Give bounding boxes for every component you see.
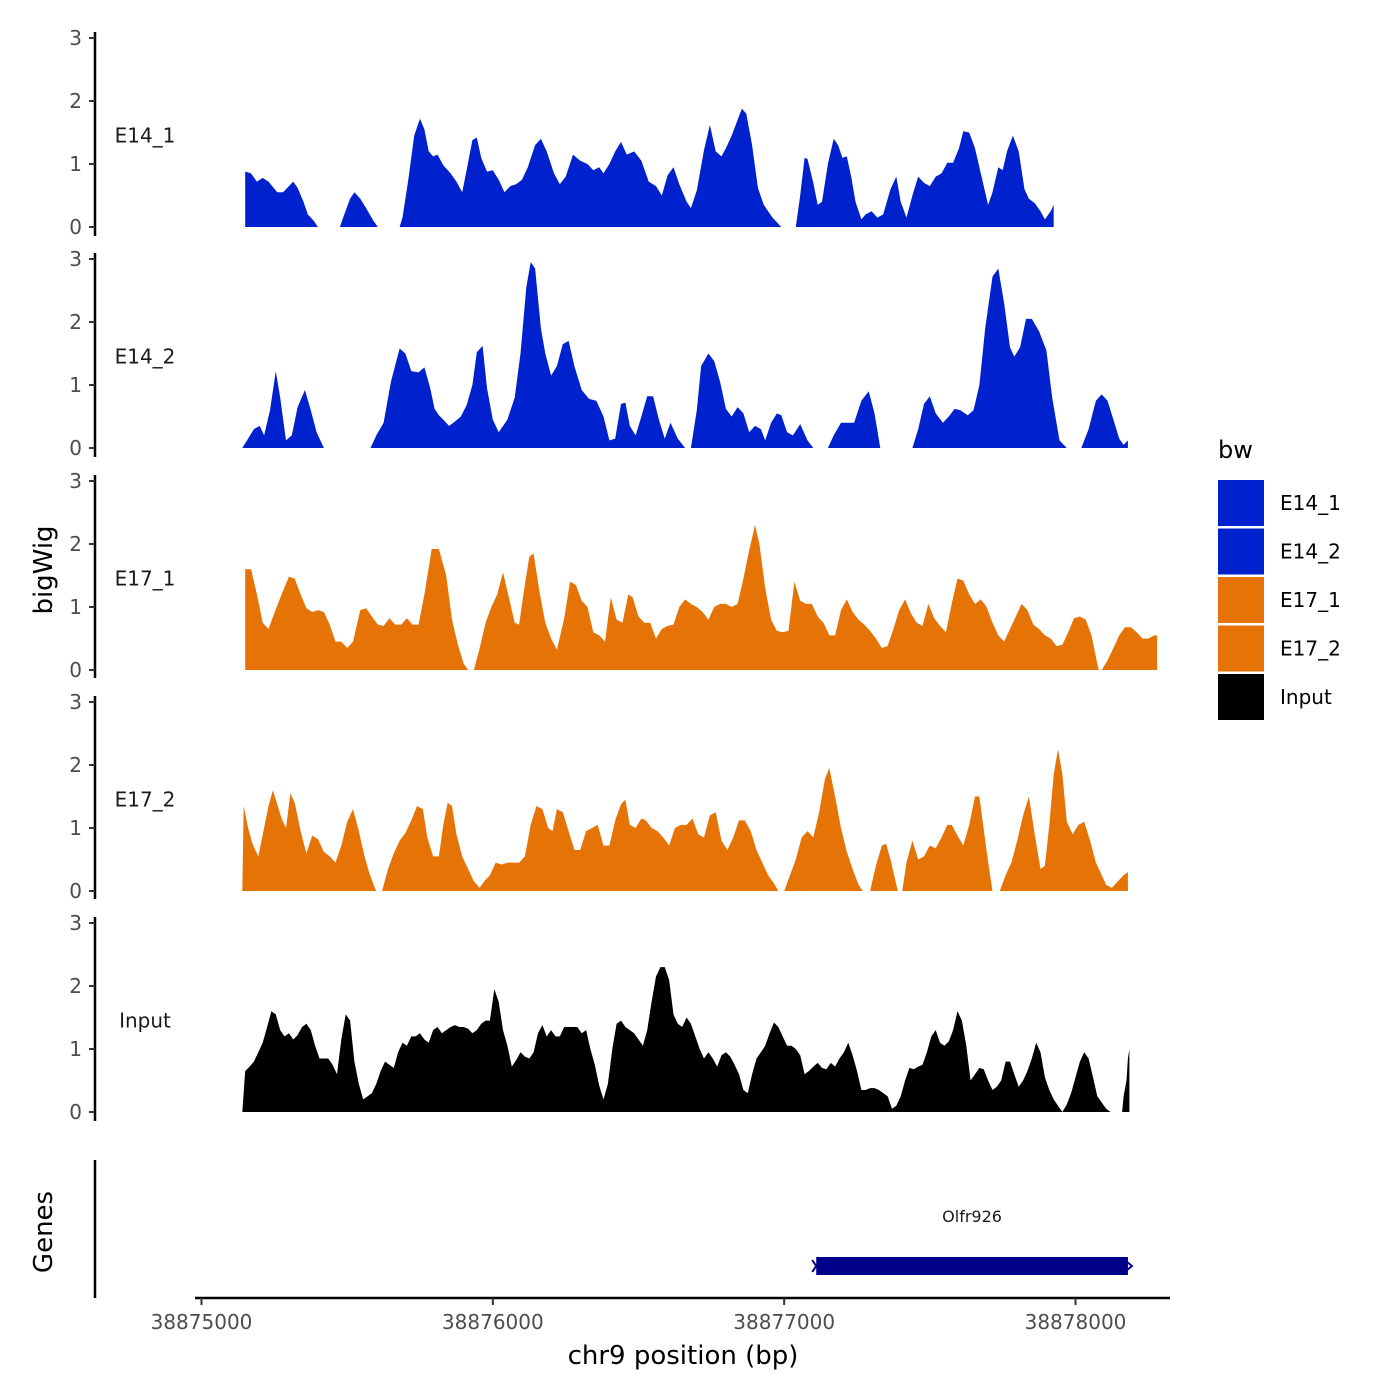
x-tick-label: 38875000 — [151, 1310, 253, 1334]
gene-panel: Olfr926 — [93, 1160, 1134, 1298]
legend-item: E17_2 — [1218, 625, 1341, 672]
coverage-area — [795, 131, 1054, 227]
x-tick-label: 38876000 — [442, 1310, 544, 1334]
y-tick-label: 1 — [69, 373, 82, 397]
legend-item: E14_1 — [1218, 480, 1341, 526]
coverage-area — [242, 790, 377, 891]
legend-label: E17_2 — [1280, 637, 1341, 661]
track-e17-1: 0 1 2 3 E17_1 — [69, 469, 1158, 682]
y-tick-label: 2 — [69, 532, 82, 556]
coverage-area — [399, 108, 782, 227]
gene-body — [816, 1257, 1128, 1275]
track-label: E17_2 — [115, 788, 176, 812]
track-label: E14_2 — [115, 345, 176, 369]
y-tick-label: 3 — [69, 690, 82, 714]
coverage-area — [339, 192, 378, 227]
coverage-area — [999, 749, 1128, 891]
legend: bw E14_1 E14_2 E17_1 E17_2 Input — [1218, 436, 1341, 720]
gene-olfr926: Olfr926 — [811, 1207, 1134, 1275]
y-tick-label: 2 — [69, 310, 82, 334]
track-e14-2: 0 1 2 3 E14_2 — [69, 247, 1128, 460]
track-input: 0 1 2 3 Input — [69, 911, 1130, 1124]
y-tick-label: 1 — [69, 152, 82, 176]
y-tick-label: 0 — [69, 436, 82, 460]
legend-label: Input — [1280, 685, 1332, 709]
x-tick-label: 38878000 — [1025, 1310, 1127, 1334]
y-tick-label: 1 — [69, 816, 82, 840]
legend-swatch — [1218, 480, 1264, 526]
track-label: Input — [119, 1009, 171, 1033]
coverage-area — [382, 799, 779, 891]
coverage-area — [1122, 1049, 1130, 1112]
coverage-area — [473, 525, 1099, 670]
y-tick-label: 0 — [69, 215, 82, 239]
y-tick-label: 2 — [69, 974, 82, 998]
track-label: E17_1 — [115, 567, 176, 591]
y-tick-label: 0 — [69, 879, 82, 903]
y-tick-label: 3 — [69, 469, 82, 493]
coverage-area — [1081, 394, 1128, 448]
coverage-area — [242, 967, 1111, 1112]
coverage-area — [870, 843, 898, 891]
y-tick-label: 0 — [69, 658, 82, 682]
y-tick-label: 3 — [69, 247, 82, 271]
y-tick-label: 3 — [69, 26, 82, 50]
x-axis-title: chr9 position (bp) — [568, 1341, 799, 1371]
coverage-area — [370, 262, 686, 448]
coverage-area — [784, 768, 863, 891]
coverage-area — [827, 391, 881, 448]
coverage-area — [902, 796, 993, 891]
y-tick-label: 3 — [69, 911, 82, 935]
x-tick-label: 38877000 — [733, 1310, 835, 1334]
y-tick-label: 0 — [69, 1100, 82, 1124]
legend-item: Input — [1218, 674, 1332, 720]
x-axis: 38875000 38876000 38877000 38878000 — [151, 1296, 1170, 1334]
y-tick-label: 2 — [69, 753, 82, 777]
gene-label: Olfr926 — [942, 1207, 1002, 1226]
y-tick-label: 1 — [69, 1037, 82, 1061]
y-tick-label: 2 — [69, 89, 82, 113]
coverage-area — [245, 171, 318, 227]
y-tick-label: 1 — [69, 595, 82, 619]
track-e14-1: 0 1 2 3 E14_1 — [69, 26, 1054, 239]
legend-label: E17_1 — [1280, 588, 1341, 612]
coverage-tracks: 0 1 2 3 E14_1 0 1 2 3 E14_2 0 1 2 3 E17_1 0 1 2 3 E17_2 0 1 2 3… — [69, 26, 1158, 1124]
track-label: E14_1 — [115, 124, 176, 148]
legend-label: E14_2 — [1280, 540, 1341, 564]
gene-start-marker — [811, 1259, 822, 1273]
genes-panel-title: Genes — [29, 1191, 59, 1273]
legend-swatch — [1218, 674, 1264, 720]
legend-title: bw — [1218, 436, 1253, 464]
coverage-area — [690, 353, 814, 448]
gene-end-marker — [1125, 1260, 1134, 1272]
track-e17-2: 0 1 2 3 E17_2 — [69, 690, 1128, 903]
coverage-area — [242, 371, 324, 448]
legend-swatch — [1218, 577, 1264, 623]
legend-item: E17_1 — [1218, 577, 1341, 623]
coverage-area — [1101, 627, 1158, 670]
legend-label: E14_1 — [1280, 491, 1341, 515]
coverage-area — [245, 549, 469, 670]
legend-item: E14_2 — [1218, 528, 1341, 575]
y-axis-title: bigWig — [29, 525, 59, 614]
legend-swatch — [1218, 625, 1264, 672]
coverage-area — [912, 268, 1067, 448]
legend-swatch — [1218, 528, 1264, 575]
